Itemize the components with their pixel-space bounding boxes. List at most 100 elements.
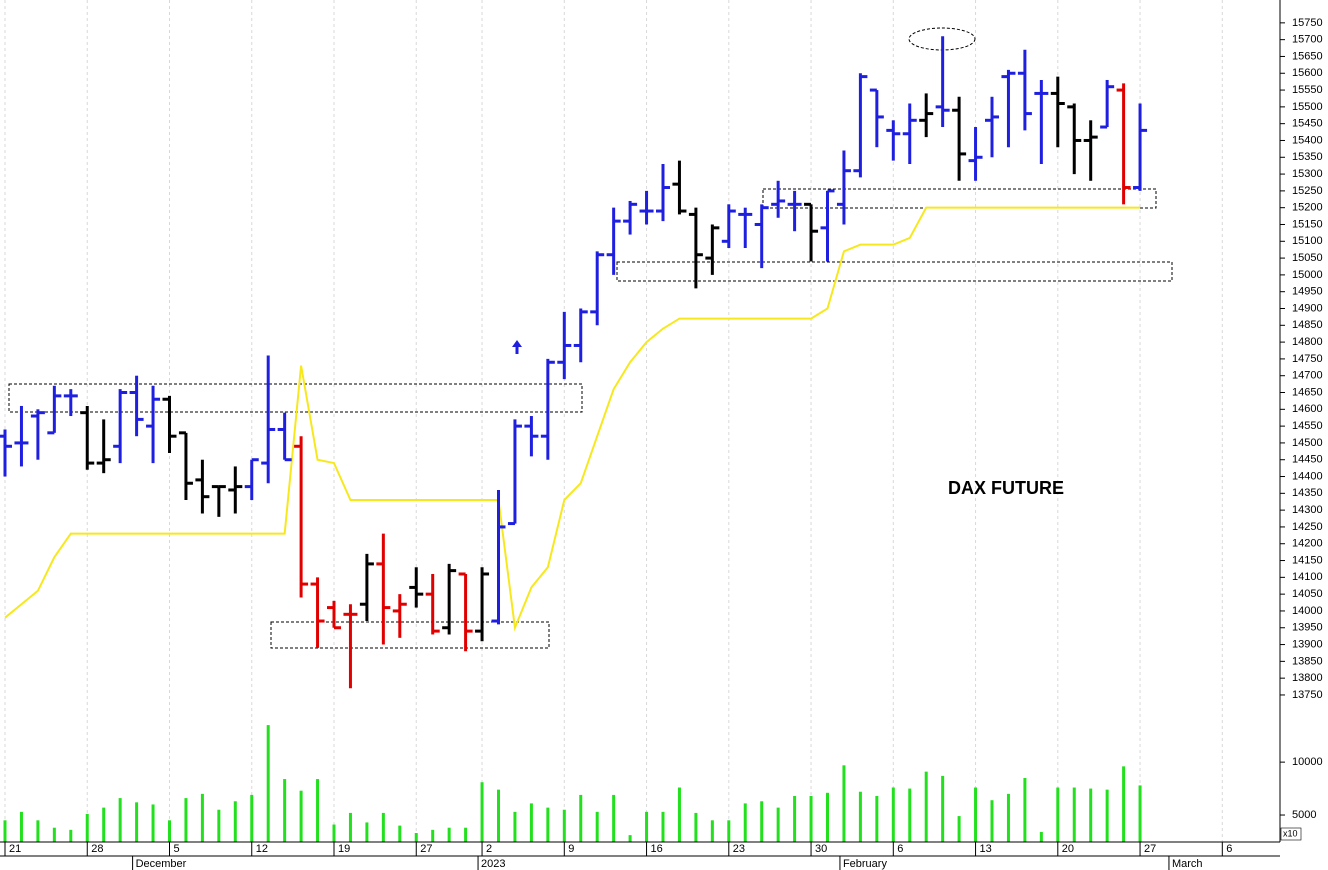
y-tick-label: 14600 <box>1292 403 1323 415</box>
y-tick-label: 14350 <box>1292 487 1323 499</box>
x-tick-label: 5 <box>174 843 180 855</box>
volume-bar <box>645 811 649 842</box>
y-tick-label: 14300 <box>1292 504 1323 516</box>
zone-box <box>8 383 583 413</box>
volume-bar <box>595 811 599 842</box>
y-tick-label: 14200 <box>1292 538 1323 550</box>
x-tick-label: 27 <box>1144 843 1156 855</box>
volume-bar <box>546 807 550 842</box>
volume-bar <box>85 813 89 842</box>
volume-bar <box>727 820 731 842</box>
y-tick-label: 14550 <box>1292 420 1323 432</box>
scale-box <box>1280 827 1302 841</box>
zone-box <box>616 261 1173 282</box>
y-tick-label: 14050 <box>1292 588 1323 600</box>
volume-bar <box>1072 787 1076 842</box>
volume-bar <box>858 791 862 842</box>
volume-bar <box>1122 766 1126 842</box>
x-tick-label: 30 <box>815 843 827 855</box>
volume-bar <box>52 827 56 842</box>
volume-bar <box>579 794 583 842</box>
volume-bar <box>168 820 171 842</box>
y-tick-label: 15100 <box>1292 235 1323 247</box>
volume-bar <box>1105 789 1109 842</box>
y-tick-label: 14500 <box>1292 437 1323 449</box>
volume-bar <box>135 802 139 842</box>
y-tick-label: 15300 <box>1292 168 1323 180</box>
volume-bar <box>826 792 829 842</box>
x-tick-label: 2 <box>486 843 492 855</box>
volume-bar <box>447 827 451 842</box>
volume-bar <box>760 801 764 842</box>
y-tick-label: 15150 <box>1292 218 1323 230</box>
y-tick-label: 15550 <box>1292 84 1323 96</box>
volume-bar <box>776 807 780 842</box>
volume-bar <box>283 779 287 842</box>
volume-bar <box>381 812 385 842</box>
volume-bar <box>842 765 846 842</box>
volume-bar <box>908 788 912 842</box>
y-tick-label: 14100 <box>1292 571 1323 583</box>
x-tick-label: 21 <box>9 843 21 855</box>
y-tick-label: 14900 <box>1292 302 1323 314</box>
volume-bar <box>661 811 665 842</box>
x-tick-label: 20 <box>1062 843 1074 855</box>
chart-title: DAX FUTURE <box>948 478 1064 498</box>
y-tick-label: 14150 <box>1292 554 1323 566</box>
volume-bar <box>891 787 895 842</box>
y-tick-label: 15750 <box>1292 17 1323 29</box>
volume-bar <box>316 779 320 842</box>
volume-bar <box>69 829 73 842</box>
x-tick-label: 27 <box>420 843 432 855</box>
volume-bar <box>497 789 500 842</box>
volume-scale-label: x10 <box>1283 828 1298 838</box>
zone-box <box>270 621 550 649</box>
y-tick-label: 13800 <box>1292 672 1323 684</box>
volume-bar <box>875 795 879 842</box>
annotations <box>8 27 1173 649</box>
volume-bar <box>348 812 352 842</box>
y-tick-label: 15400 <box>1292 134 1323 146</box>
volume-bar <box>414 833 418 842</box>
volume-bar <box>957 816 961 842</box>
y-tick-label: 14800 <box>1292 336 1323 348</box>
volume-bar <box>793 795 797 842</box>
volume-bar <box>365 822 369 842</box>
volume-bar <box>1023 777 1027 842</box>
month-label: 2023 <box>481 858 505 870</box>
volume-bar <box>233 801 237 842</box>
volume-bar <box>184 798 188 842</box>
volume-bar <box>1138 785 1142 842</box>
y-tick-label: 13900 <box>1292 638 1323 650</box>
x-tick-label: 12 <box>256 843 268 855</box>
volume-bar <box>1089 788 1093 842</box>
y-tick-label: 14650 <box>1292 386 1323 398</box>
volume-y-tick-label: 5000 <box>1292 809 1316 821</box>
volume-bar <box>694 812 698 842</box>
y-tick-label: 15450 <box>1292 118 1323 130</box>
y-tick-label: 15200 <box>1292 202 1323 214</box>
volume-bar <box>431 829 435 842</box>
y-tick-label: 15250 <box>1292 185 1323 197</box>
x-tick-label: 6 <box>897 843 903 855</box>
month-label: February <box>843 858 888 870</box>
volume-bar <box>809 795 813 842</box>
stop-line <box>4 206 1141 632</box>
y-tick-label: 14850 <box>1292 319 1323 331</box>
x-tick-label: 23 <box>733 843 745 855</box>
y-tick-label: 15600 <box>1292 67 1323 79</box>
y-tick-label: 14750 <box>1292 353 1323 365</box>
y-tick-label: 15000 <box>1292 269 1323 281</box>
y-tick-label: 14450 <box>1292 454 1323 466</box>
x-tick-label: 13 <box>980 843 992 855</box>
volume-bar <box>710 820 714 842</box>
month-label: December <box>136 858 187 870</box>
volume-bar <box>118 798 122 842</box>
y-tick-label: 14700 <box>1292 370 1323 382</box>
y-tick-label: 13950 <box>1292 622 1323 634</box>
volume-bar <box>941 775 945 842</box>
volume-bar <box>250 794 254 842</box>
x-tick-label: 28 <box>91 843 103 855</box>
